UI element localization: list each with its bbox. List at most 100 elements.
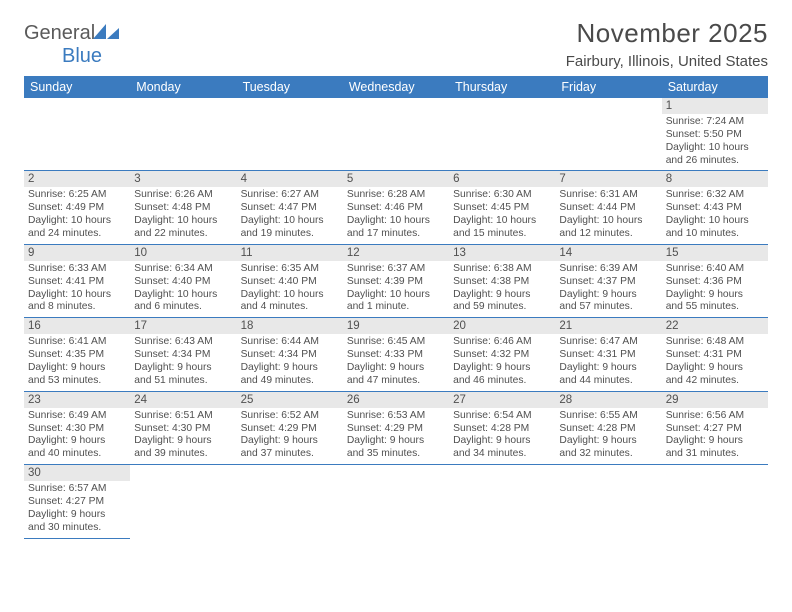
- day-detail-line: Sunset: 4:29 PM: [241, 423, 339, 436]
- day-cell: 3 Sunrise: 6:26 AMSunset: 4:48 PMDaylight…: [130, 171, 236, 244]
- day-details: Sunrise: 6:25 AMSunset: 4:49 PMDaylight:…: [24, 187, 130, 243]
- day-detail-line: Sunrise: 6:45 AM: [347, 336, 445, 349]
- day-detail-line: Daylight: 9 hours: [28, 435, 126, 448]
- day-cell: [130, 465, 236, 538]
- day-details: Sunrise: 7:24 AMSunset: 5:50 PMDaylight:…: [662, 114, 768, 170]
- day-detail-line: and 34 minutes.: [453, 448, 551, 461]
- day-detail-line: and 19 minutes.: [241, 228, 339, 241]
- day-detail-line: Daylight: 9 hours: [666, 362, 764, 375]
- day-detail-line: Daylight: 10 hours: [347, 289, 445, 302]
- day-detail-line: Sunset: 4:34 PM: [134, 349, 232, 362]
- day-detail-line: Sunset: 4:31 PM: [559, 349, 657, 362]
- day-number: 2: [24, 171, 130, 187]
- day-detail-line: Sunset: 4:36 PM: [666, 276, 764, 289]
- day-details: Sunrise: 6:34 AMSunset: 4:40 PMDaylight:…: [130, 261, 236, 317]
- day-detail-line: Sunset: 4:27 PM: [666, 423, 764, 436]
- day-detail-line: Sunset: 4:33 PM: [347, 349, 445, 362]
- day-detail-line: and 35 minutes.: [347, 448, 445, 461]
- day-cell: [555, 98, 661, 171]
- day-detail-line: Sunset: 4:48 PM: [134, 202, 232, 215]
- day-number: 24: [130, 392, 236, 408]
- day-cell: [237, 465, 343, 538]
- day-detail-line: and 24 minutes.: [28, 228, 126, 241]
- day-detail-line: Daylight: 9 hours: [666, 435, 764, 448]
- day-details: Sunrise: 6:45 AMSunset: 4:33 PMDaylight:…: [343, 334, 449, 390]
- day-cell: 10Sunrise: 6:34 AMSunset: 4:40 PMDayligh…: [130, 244, 236, 317]
- day-detail-line: Sunrise: 6:55 AM: [559, 410, 657, 423]
- day-detail-line: Daylight: 9 hours: [241, 435, 339, 448]
- day-detail-line: Sunrise: 6:33 AM: [28, 263, 126, 276]
- day-details: Sunrise: 6:48 AMSunset: 4:31 PMDaylight:…: [662, 334, 768, 390]
- day-detail-line: Sunrise: 6:38 AM: [453, 263, 551, 276]
- day-detail-line: and 46 minutes.: [453, 375, 551, 388]
- day-detail-line: Sunset: 4:30 PM: [28, 423, 126, 436]
- day-detail-line: Sunset: 4:45 PM: [453, 202, 551, 215]
- day-detail-line: and 30 minutes.: [28, 522, 126, 535]
- day-number: 28: [555, 392, 661, 408]
- day-detail-line: Sunrise: 6:26 AM: [134, 189, 232, 202]
- day-detail-line: and 53 minutes.: [28, 375, 126, 388]
- week-row: 9Sunrise: 6:33 AMSunset: 4:41 PMDaylight…: [24, 244, 768, 317]
- day-detail-line: Sunrise: 6:52 AM: [241, 410, 339, 423]
- day-number: 8: [662, 171, 768, 187]
- day-cell: 26Sunrise: 6:53 AMSunset: 4:29 PMDayligh…: [343, 391, 449, 464]
- day-detail-line: Daylight: 10 hours: [241, 215, 339, 228]
- day-detail-line: Sunrise: 6:25 AM: [28, 189, 126, 202]
- day-cell: 4Sunrise: 6:27 AMSunset: 4:47 PMDaylight…: [237, 171, 343, 244]
- day-cell: 17Sunrise: 6:43 AMSunset: 4:34 PMDayligh…: [130, 318, 236, 391]
- day-number: 29: [662, 392, 768, 408]
- day-details: Sunrise: 6:46 AMSunset: 4:32 PMDaylight:…: [449, 334, 555, 390]
- logo-text-a: General: [24, 22, 95, 44]
- day-detail-line: Sunset: 4:28 PM: [453, 423, 551, 436]
- day-detail-line: and 8 minutes.: [28, 301, 126, 314]
- day-details: Sunrise: 6:35 AMSunset: 4:40 PMDaylight:…: [237, 261, 343, 317]
- day-cell: 16Sunrise: 6:41 AMSunset: 4:35 PMDayligh…: [24, 318, 130, 391]
- day-details: Sunrise: 6:44 AMSunset: 4:34 PMDaylight:…: [237, 334, 343, 390]
- day-detail-line: and 55 minutes.: [666, 301, 764, 314]
- day-detail-line: Sunset: 4:28 PM: [559, 423, 657, 436]
- day-detail-line: Daylight: 10 hours: [666, 142, 764, 155]
- day-detail-line: Daylight: 10 hours: [666, 215, 764, 228]
- day-detail-line: and 39 minutes.: [134, 448, 232, 461]
- day-cell: [555, 465, 661, 538]
- day-cell: 18Sunrise: 6:44 AMSunset: 4:34 PMDayligh…: [237, 318, 343, 391]
- day-cell: 23Sunrise: 6:49 AMSunset: 4:30 PMDayligh…: [24, 391, 130, 464]
- day-detail-line: Daylight: 9 hours: [28, 362, 126, 375]
- day-header: Wednesday: [343, 76, 449, 98]
- day-cell: [449, 465, 555, 538]
- logo-text-b: Blue: [62, 45, 102, 67]
- day-detail-line: Daylight: 10 hours: [559, 215, 657, 228]
- week-row: 16Sunrise: 6:41 AMSunset: 4:35 PMDayligh…: [24, 318, 768, 391]
- day-number: 11: [237, 245, 343, 261]
- week-row: 30Sunrise: 6:57 AMSunset: 4:27 PMDayligh…: [24, 465, 768, 538]
- day-cell: 29Sunrise: 6:56 AMSunset: 4:27 PMDayligh…: [662, 391, 768, 464]
- day-detail-line: and 42 minutes.: [666, 375, 764, 388]
- calendar-page: General Blue November 2025 Fairbury, Ill…: [0, 0, 792, 539]
- day-detail-line: and 22 minutes.: [134, 228, 232, 241]
- day-detail-line: Sunset: 4:30 PM: [134, 423, 232, 436]
- day-details: Sunrise: 6:54 AMSunset: 4:28 PMDaylight:…: [449, 408, 555, 464]
- day-detail-line: Daylight: 9 hours: [559, 362, 657, 375]
- day-details: Sunrise: 6:51 AMSunset: 4:30 PMDaylight:…: [130, 408, 236, 464]
- day-detail-line: Sunset: 4:49 PM: [28, 202, 126, 215]
- day-detail-line: Daylight: 10 hours: [28, 289, 126, 302]
- day-details: Sunrise: 6:39 AMSunset: 4:37 PMDaylight:…: [555, 261, 661, 317]
- day-detail-line: Sunset: 4:31 PM: [666, 349, 764, 362]
- day-number: 21: [555, 318, 661, 334]
- day-detail-line: Sunrise: 6:30 AM: [453, 189, 551, 202]
- day-cell: [343, 98, 449, 171]
- day-number: 3: [130, 171, 236, 187]
- day-detail-line: and 49 minutes.: [241, 375, 339, 388]
- day-detail-line: Daylight: 10 hours: [241, 289, 339, 302]
- day-detail-line: Daylight: 9 hours: [453, 362, 551, 375]
- day-detail-line: Sunrise: 6:40 AM: [666, 263, 764, 276]
- day-number: 4: [237, 171, 343, 187]
- day-detail-line: Sunset: 4:46 PM: [347, 202, 445, 215]
- day-header: Monday: [130, 76, 236, 98]
- day-detail-line: and 1 minute.: [347, 301, 445, 314]
- day-detail-line: Daylight: 10 hours: [134, 215, 232, 228]
- day-detail-line: Daylight: 9 hours: [559, 289, 657, 302]
- day-cell: 27Sunrise: 6:54 AMSunset: 4:28 PMDayligh…: [449, 391, 555, 464]
- day-detail-line: Daylight: 9 hours: [559, 435, 657, 448]
- day-detail-line: and 37 minutes.: [241, 448, 339, 461]
